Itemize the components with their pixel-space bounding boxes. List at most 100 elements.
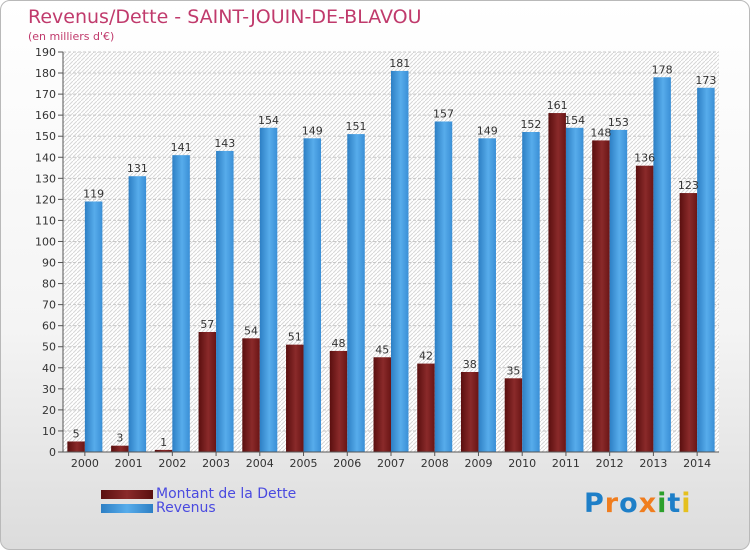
logo-letter: t — [667, 488, 682, 519]
value-labels: 5 119 3 131 1 141 57 143 54 154 51 149 48 151 45 181 42 1… — [73, 57, 717, 449]
data-label-debt: 3 — [116, 432, 123, 445]
bar-revenue — [347, 134, 365, 452]
data-label-revenue: 154 — [564, 114, 585, 127]
x-tick-label: 2011 — [552, 457, 580, 470]
logo-letter: i — [681, 488, 692, 519]
bar-revenue — [128, 176, 147, 453]
bar-revenue — [391, 70, 409, 453]
data-label-debt: 54 — [244, 324, 258, 337]
y-tick-label: 30 — [42, 383, 56, 396]
y-axis: 0 10 20 30 40 50 60 70 80 90 100 110 120 130 140 150 160… — [35, 46, 64, 459]
data-label-revenue: 173 — [695, 74, 716, 87]
bar-revenue — [434, 121, 453, 452]
bar-debt — [635, 165, 654, 452]
bar-revenue — [653, 77, 671, 453]
data-label-debt: 136 — [634, 152, 655, 165]
x-tick-label: 2009 — [464, 457, 492, 470]
bar-chart: 5 119 3 131 1 141 57 143 54 154 51 149 48 151 45 181 42 1… — [35, 46, 719, 470]
bar-revenue — [84, 201, 103, 452]
data-label-revenue: 131 — [127, 162, 148, 175]
bar-revenue — [522, 132, 540, 452]
bar-debt — [154, 449, 173, 452]
logo-letter: r — [604, 488, 620, 519]
bar-revenue — [697, 87, 715, 452]
y-tick-label: 100 — [35, 235, 56, 248]
bar-debt — [679, 193, 698, 453]
bar-debt — [286, 344, 304, 452]
bar-revenue — [303, 138, 322, 452]
y-tick-label: 10 — [42, 425, 56, 438]
x-tick-label: 2007 — [377, 457, 405, 470]
chart-title: Revenus/Dette - SAINT-JOUIN-DE-BLAVOU — [28, 6, 422, 28]
data-label-debt: 148 — [590, 126, 611, 139]
bar-revenue — [172, 155, 190, 452]
y-tick-label: 50 — [42, 341, 56, 354]
bar-debt — [373, 357, 391, 452]
y-tick-label: 140 — [35, 151, 56, 164]
x-tick-label: 2013 — [639, 457, 667, 470]
logo-letter: P — [584, 488, 605, 519]
logo-letter: i — [657, 488, 668, 519]
data-label-revenue: 157 — [433, 107, 454, 120]
bar-debt — [111, 445, 129, 452]
data-label-revenue: 181 — [389, 57, 410, 70]
data-label-revenue: 178 — [652, 63, 673, 76]
y-tick-label: 180 — [35, 67, 56, 80]
bar-debt — [504, 378, 523, 452]
data-label-revenue: 149 — [302, 124, 323, 137]
legend-label-revenue: Revenus — [156, 500, 216, 516]
data-label-debt: 35 — [506, 364, 520, 377]
bar-debt — [460, 372, 479, 452]
data-label-debt: 45 — [375, 343, 389, 356]
data-label-revenue: 119 — [83, 187, 104, 200]
bars — [67, 70, 715, 453]
x-tick-label: 2005 — [290, 457, 318, 470]
x-tick-label: 2006 — [333, 457, 361, 470]
bar-revenue — [216, 150, 234, 452]
data-label-debt: 57 — [200, 318, 214, 331]
data-label-revenue: 149 — [477, 124, 498, 137]
y-tick-label: 190 — [35, 46, 56, 59]
y-tick-label: 110 — [35, 214, 56, 227]
y-tick-label: 170 — [35, 88, 56, 101]
x-tick-label: 2004 — [246, 457, 274, 470]
legend-label-debt: Montant de la Dette — [156, 486, 297, 502]
bar-revenue — [609, 129, 628, 453]
y-tick-label: 20 — [42, 404, 56, 417]
bar-revenue — [565, 127, 584, 452]
bar-revenue — [478, 138, 496, 452]
y-tick-label: 160 — [35, 109, 56, 122]
data-label-debt: 48 — [332, 337, 346, 350]
data-label-revenue: 143 — [214, 137, 235, 150]
data-label-debt: 161 — [547, 99, 568, 112]
y-tick-label: 150 — [35, 130, 56, 143]
data-label-debt: 42 — [419, 350, 433, 363]
x-tick-label: 2001 — [115, 457, 143, 470]
x-tick-label: 2012 — [596, 457, 624, 470]
data-label-debt: 1 — [160, 436, 167, 449]
bar-revenue — [259, 127, 278, 452]
bar-debt — [242, 338, 260, 452]
chart-subtitle: (en milliers d'€) — [28, 30, 115, 43]
bar-debt — [67, 441, 85, 452]
x-tick-label: 2000 — [71, 457, 99, 470]
data-label-debt: 38 — [463, 358, 477, 371]
y-tick-label: 80 — [42, 278, 56, 291]
y-tick-label: 70 — [42, 299, 56, 312]
bar-debt — [417, 363, 435, 452]
y-tick-label: 120 — [35, 193, 56, 206]
bar-debt — [329, 350, 348, 452]
data-label-debt: 51 — [288, 331, 302, 344]
legend-swatch-revenue — [101, 504, 153, 513]
x-tick-label: 2010 — [508, 457, 536, 470]
y-tick-label: 90 — [42, 257, 56, 270]
data-label-debt: 5 — [73, 427, 80, 440]
proxiti-logo: Proxiti — [584, 488, 692, 519]
data-label-revenue: 141 — [171, 141, 192, 154]
x-tick-label: 2003 — [202, 457, 230, 470]
x-tick-label: 2002 — [158, 457, 186, 470]
data-label-revenue: 154 — [258, 114, 279, 127]
logo-letter: x — [638, 488, 658, 519]
y-tick-label: 40 — [42, 362, 56, 375]
y-tick-label: 60 — [42, 320, 56, 333]
